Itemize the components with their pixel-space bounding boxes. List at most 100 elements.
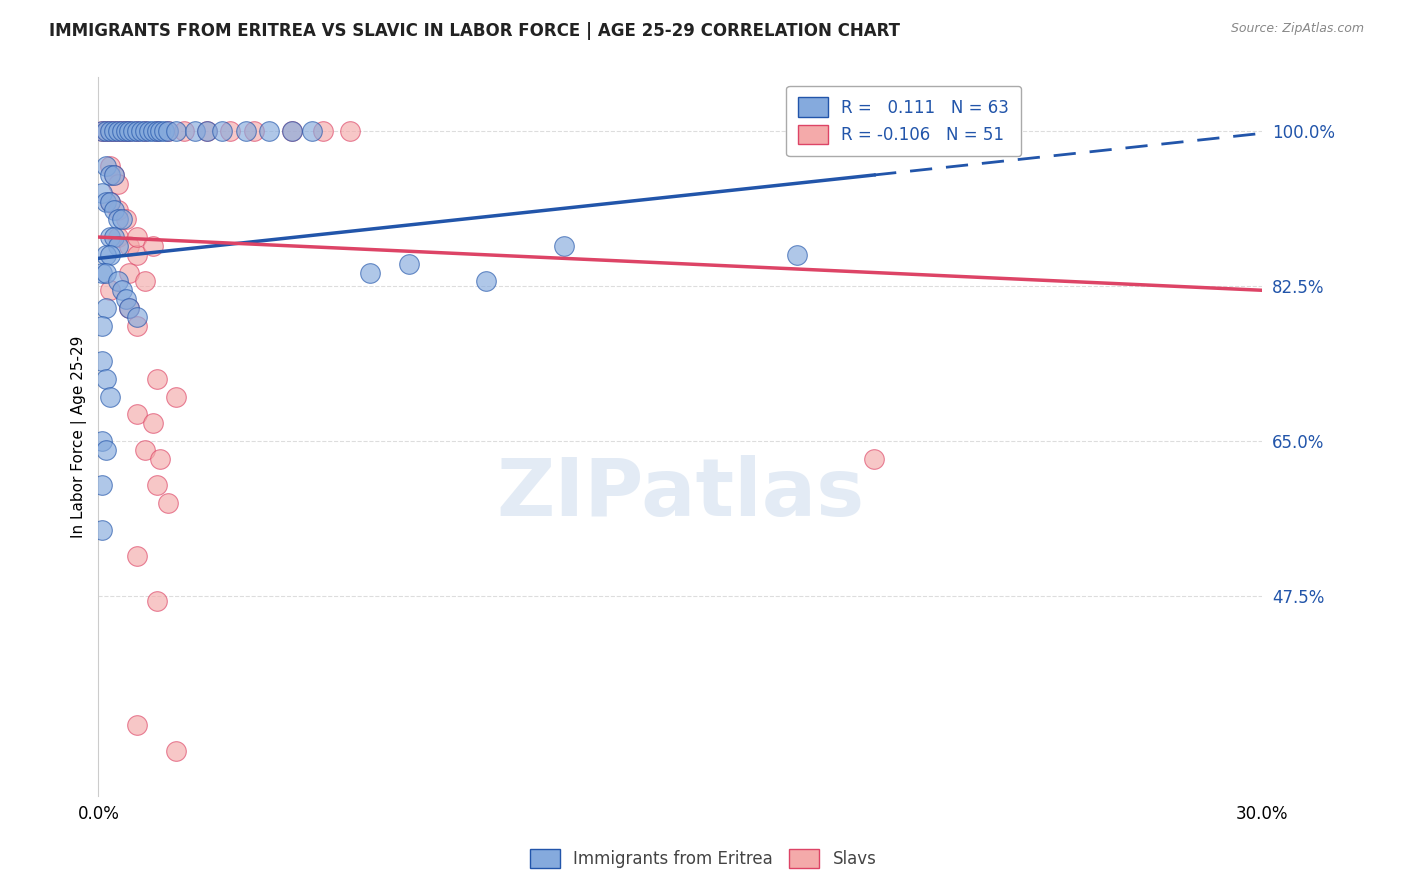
Point (145, 123, 167, 137)
Point (91, 123, 114, 137)
Legend: R =   0.111   N = 63, R = -0.106   N = 51: R = 0.111 N = 63, R = -0.106 N = 51 (786, 86, 1021, 156)
Point (98, 123, 121, 137)
Point (281, 123, 304, 137)
Point (94, 194, 117, 209)
Point (103, 203, 125, 218)
Point (118, 266, 141, 280)
Point (145, 478, 167, 492)
Point (103, 230, 125, 244)
Point (235, 123, 257, 137)
Point (475, 274, 498, 288)
Point (91, 186, 114, 200)
Point (107, 203, 129, 218)
Point (107, 239, 129, 253)
Point (398, 257, 420, 271)
Point (103, 168, 125, 182)
Point (91, 478, 114, 492)
Point (142, 239, 165, 253)
Point (98, 283, 121, 297)
Text: IMMIGRANTS FROM ERITREA VS SLAVIC IN LABOR FORCE | AGE 25-29 CORRELATION CHART: IMMIGRANTS FROM ERITREA VS SLAVIC IN LAB… (49, 22, 900, 40)
Point (114, 292, 136, 306)
Text: Source: ZipAtlas.com: Source: ZipAtlas.com (1230, 22, 1364, 36)
Point (98, 159, 121, 173)
Point (103, 123, 125, 137)
Point (103, 168, 125, 182)
Point (107, 212, 129, 227)
Point (111, 212, 134, 227)
Point (118, 239, 141, 253)
Point (142, 123, 165, 137)
Point (91, 266, 114, 280)
Point (111, 123, 134, 137)
Point (127, 318, 149, 333)
Point (312, 123, 335, 137)
Point (98, 390, 121, 404)
Point (107, 274, 129, 288)
Point (94, 159, 117, 173)
Point (91, 434, 114, 448)
Point (114, 123, 136, 137)
Point (98, 123, 121, 137)
Point (98, 168, 121, 182)
Point (107, 123, 129, 137)
Legend: Immigrants from Eritrea, Slavs: Immigrants from Eritrea, Slavs (523, 842, 883, 875)
Point (359, 266, 381, 280)
Point (301, 123, 323, 137)
Point (134, 442, 156, 457)
Point (173, 123, 195, 137)
Point (107, 230, 129, 244)
Point (129, 123, 152, 137)
Point (91, 318, 114, 333)
Point (94, 301, 117, 315)
Point (134, 274, 156, 288)
Point (98, 194, 121, 209)
Point (553, 239, 575, 253)
Point (127, 718, 149, 732)
Point (157, 123, 180, 137)
Point (145, 123, 167, 137)
Point (91, 354, 114, 368)
Point (142, 417, 165, 431)
Point (149, 451, 172, 466)
Point (91, 523, 114, 537)
Point (98, 230, 121, 244)
Point (98, 194, 121, 209)
Point (138, 123, 160, 137)
Point (103, 123, 125, 137)
Point (94, 372, 117, 386)
Point (242, 123, 264, 137)
Point (127, 123, 149, 137)
Point (127, 549, 149, 564)
Point (118, 301, 141, 315)
Point (94, 123, 117, 137)
Point (94, 248, 117, 262)
Point (219, 123, 242, 137)
Point (122, 123, 145, 137)
Point (118, 123, 141, 137)
Point (127, 123, 149, 137)
Point (153, 123, 176, 137)
Point (211, 123, 233, 137)
Y-axis label: In Labor Force | Age 25-29: In Labor Force | Age 25-29 (72, 335, 87, 538)
Point (114, 212, 136, 227)
Point (134, 123, 156, 137)
Point (165, 390, 187, 404)
Point (94, 266, 117, 280)
Point (165, 744, 187, 758)
Point (114, 123, 136, 137)
Point (281, 123, 304, 137)
Point (195, 123, 218, 137)
Point (786, 248, 808, 262)
Point (127, 230, 149, 244)
Point (98, 248, 121, 262)
Point (118, 301, 141, 315)
Point (145, 593, 167, 607)
Point (94, 442, 117, 457)
Point (863, 451, 886, 466)
Point (127, 310, 149, 324)
Point (195, 123, 218, 137)
Point (94, 123, 117, 137)
Text: ZIPatlas: ZIPatlas (496, 455, 865, 533)
Point (107, 177, 129, 191)
Point (107, 123, 129, 137)
